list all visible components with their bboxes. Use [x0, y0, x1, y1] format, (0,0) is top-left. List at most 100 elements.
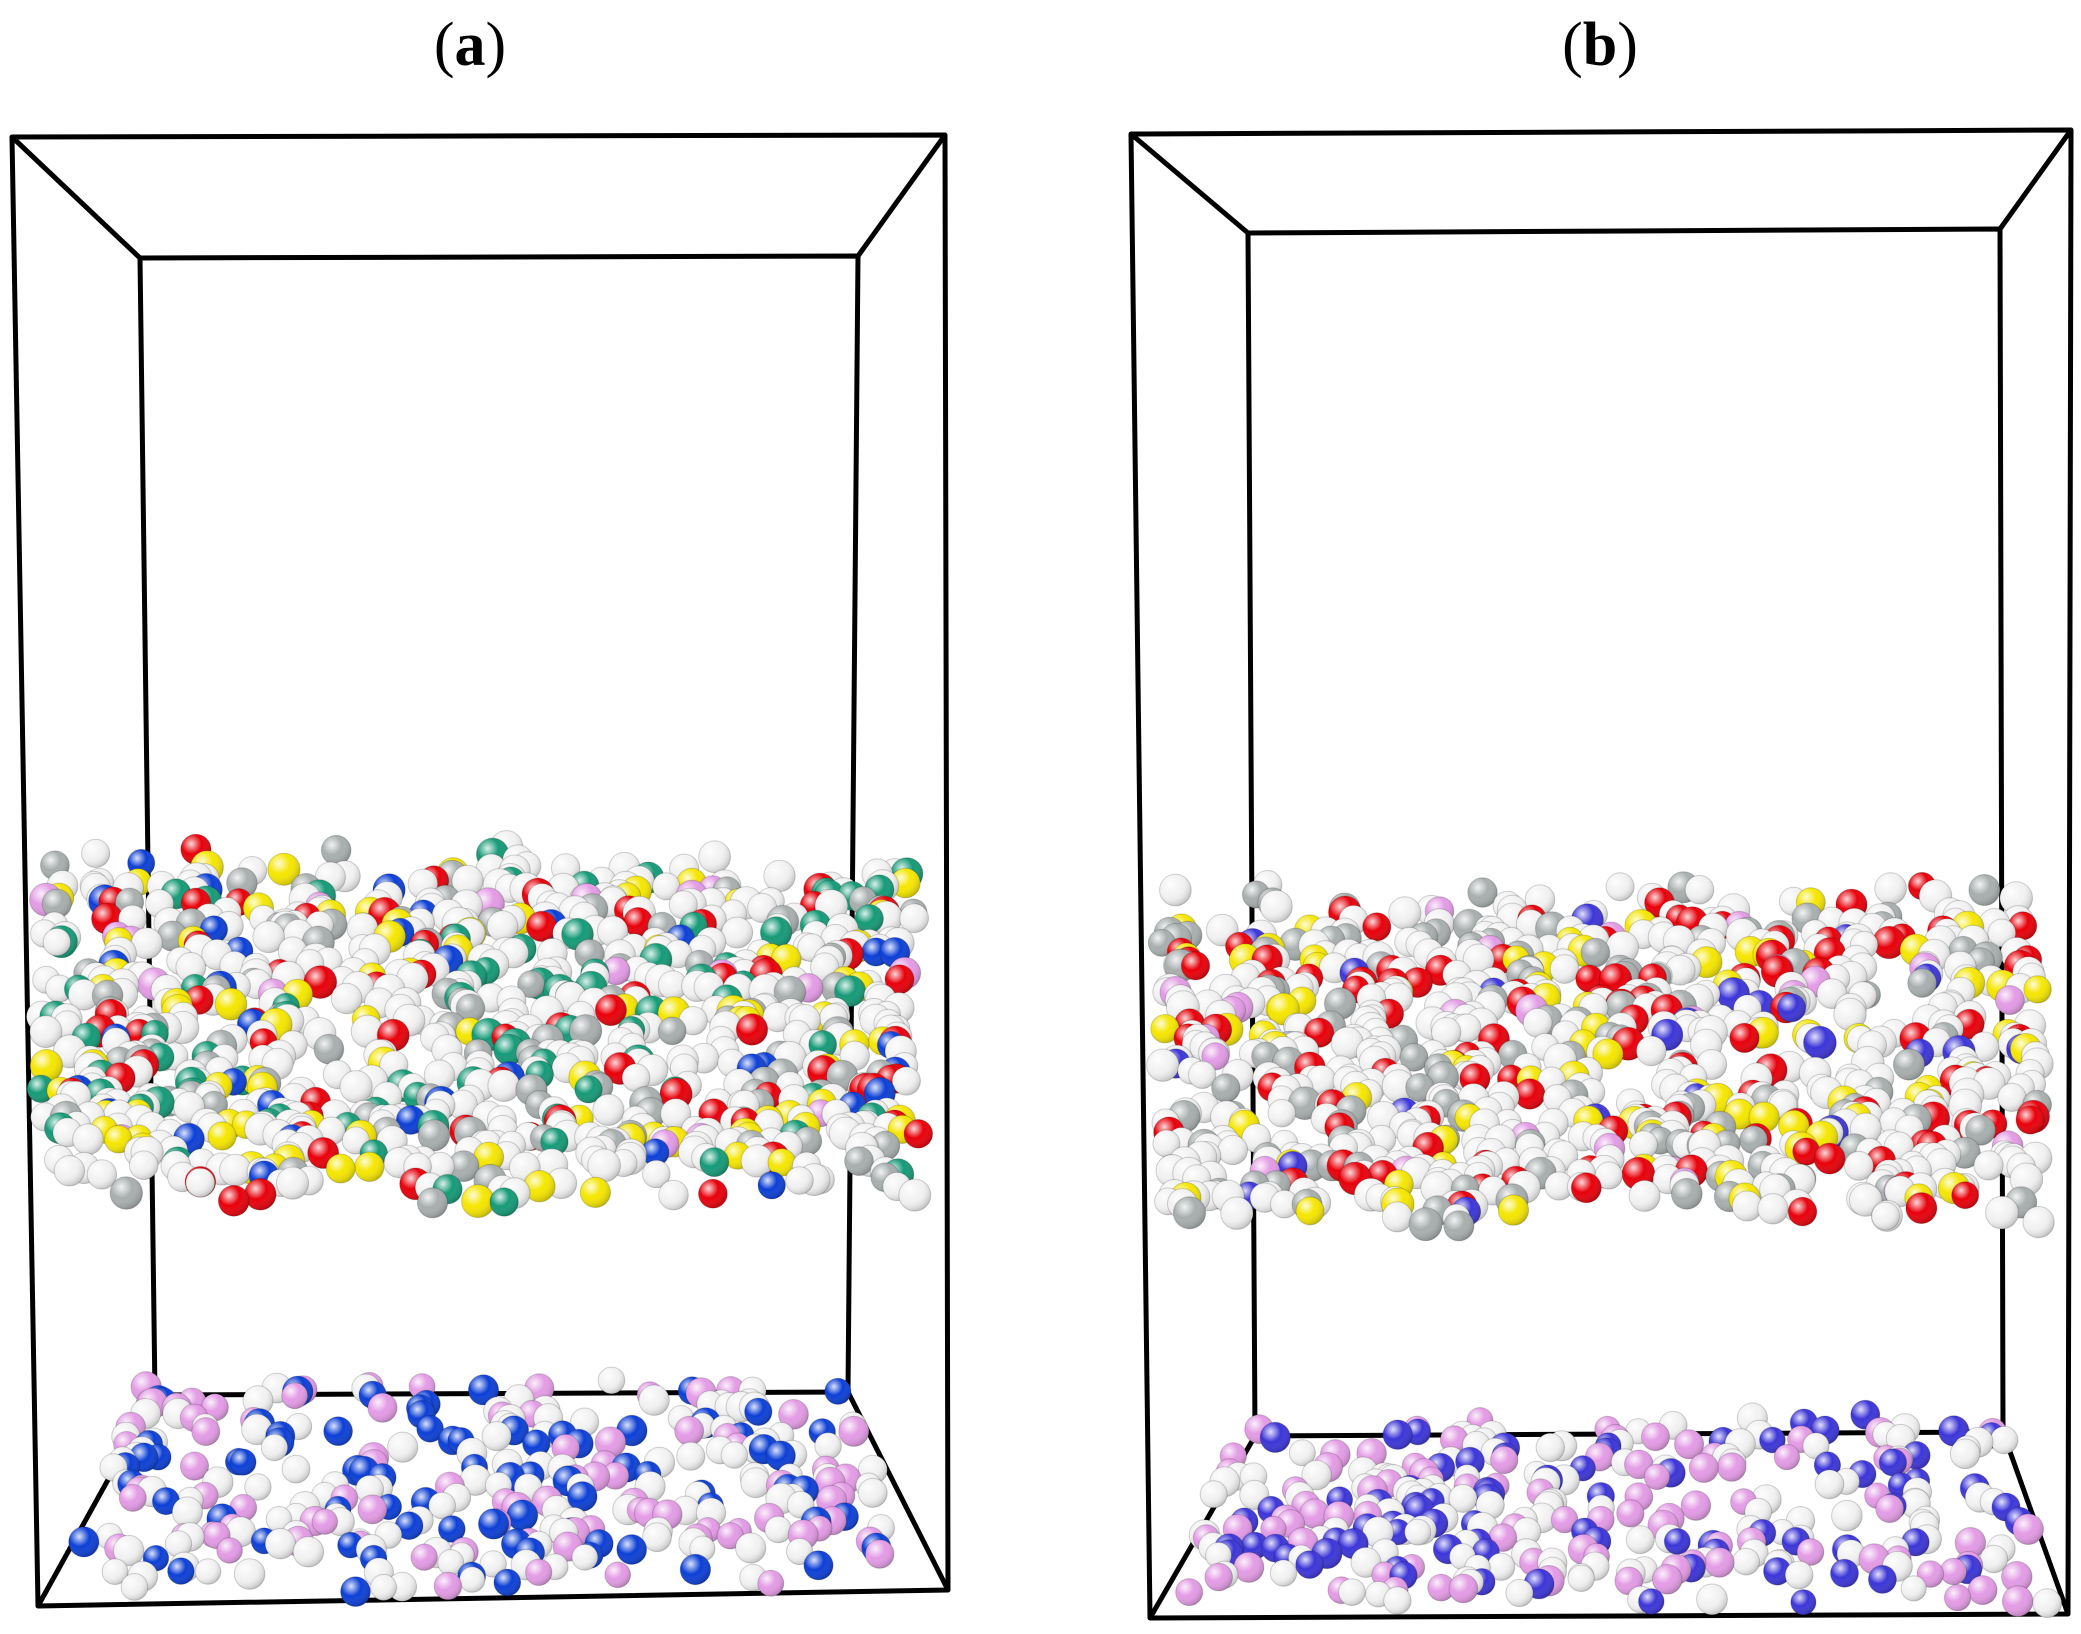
atom-shading	[526, 911, 557, 942]
panel-b-edge-tl	[1129, 132, 1250, 235]
atom-shading	[219, 1154, 252, 1186]
atom-shading	[2012, 1513, 2044, 1545]
atom-shading	[1404, 1519, 1431, 1546]
atom-shading	[43, 928, 71, 956]
atom-shading	[282, 1455, 310, 1483]
panel-a-inner-frame	[137, 253, 861, 1398]
atom-shading	[417, 1187, 448, 1218]
atom-shading	[2023, 975, 2052, 1004]
atom-shading	[803, 1550, 834, 1580]
atom-shading	[1757, 1193, 1789, 1225]
atom-shading	[1968, 874, 2000, 906]
atom-shading	[265, 1528, 296, 1559]
atom-shading	[1536, 1433, 1565, 1462]
atom-shading	[326, 1154, 356, 1183]
atom-shading	[2023, 1206, 2055, 1238]
atom-shading	[638, 1385, 670, 1416]
panel-a-edge-tl	[10, 135, 142, 260]
atom-shading	[72, 1123, 104, 1155]
atom-shading	[1717, 1452, 1746, 1482]
atom-shading	[865, 1539, 894, 1569]
atom-shading	[493, 1569, 521, 1596]
atom-shading	[1505, 1579, 1534, 1607]
atom-shading	[216, 1537, 243, 1564]
atom-shading	[892, 1066, 921, 1096]
atom-shading	[1159, 874, 1192, 906]
atom-shading	[321, 835, 352, 865]
atom-shading	[331, 983, 362, 1014]
atom-shading	[2002, 1585, 2033, 1617]
atom-shading	[487, 1069, 520, 1102]
atom-shading	[676, 1442, 705, 1471]
atom-shading	[1173, 1196, 1206, 1229]
atom-shading	[1689, 1453, 1719, 1483]
panel-a-organic-layer	[26, 830, 934, 1219]
atom-shading	[252, 921, 285, 953]
atom-shading	[68, 979, 100, 1011]
atom-shading	[1233, 1552, 1264, 1583]
atom-shading	[293, 1536, 324, 1568]
atom-shading	[354, 1152, 385, 1182]
atom-shading	[1270, 1559, 1297, 1587]
atom-shading	[1296, 1196, 1324, 1225]
atom-shading	[411, 1544, 438, 1571]
atom-shading	[899, 903, 929, 933]
atom-shading	[131, 927, 163, 959]
atom-shading	[1871, 1202, 1900, 1230]
atom-shading	[1951, 1181, 1979, 1209]
atom-shading	[838, 1416, 869, 1447]
atom-shading	[844, 1146, 874, 1176]
atom-shading	[482, 1421, 512, 1451]
atom-shading	[735, 1532, 766, 1564]
atom-shading	[890, 868, 921, 898]
atom-shading	[195, 1558, 221, 1585]
atom-shading	[121, 1573, 148, 1601]
atom-shading	[1204, 1563, 1233, 1591]
atom-shading	[1830, 1559, 1859, 1588]
atom-shading	[762, 1002, 793, 1032]
atom-shading	[824, 1378, 852, 1405]
atom-shading	[1985, 1196, 2019, 1229]
atom-shading	[370, 1574, 397, 1601]
atom-shading	[1664, 1528, 1691, 1555]
atom-shading	[1523, 1008, 1553, 1038]
atom-shading	[904, 1119, 933, 1149]
atom-shading	[1788, 1197, 1817, 1226]
atom-shading	[1732, 1548, 1760, 1575]
atom-shading	[1295, 1550, 1324, 1579]
atom-shading	[1146, 1049, 1180, 1082]
atom-shading	[312, 1509, 338, 1535]
panel-a-edge-tr	[855, 133, 948, 258]
panel-b-edge-tr	[1997, 128, 2074, 231]
atom-shading	[1641, 1422, 1670, 1451]
atom-shading	[652, 872, 680, 900]
atom-shading	[1629, 1180, 1661, 1212]
atom-shading	[757, 1570, 784, 1597]
atom-shading	[1995, 985, 2025, 1015]
panel-a-substrate-layer	[68, 1366, 895, 1607]
panel-b-open: (	[1562, 11, 1583, 79]
atom-shading	[1606, 872, 1635, 901]
atom-shading	[1581, 938, 1610, 967]
atom-shading	[244, 1178, 277, 1211]
atom-shading	[1868, 1565, 1897, 1594]
atom-shading	[1944, 1584, 1971, 1611]
atom-shading	[54, 1155, 85, 1187]
atom-shading	[1990, 1426, 2018, 1454]
atom-shading	[699, 1147, 729, 1177]
atom-shading	[1831, 1500, 1863, 1531]
atom-shading	[721, 917, 753, 949]
atom-shading	[680, 1554, 711, 1585]
atom-shading	[669, 890, 698, 919]
atom-shading	[658, 1017, 687, 1045]
atom-shading	[763, 860, 796, 892]
atom-shading	[1814, 1143, 1846, 1175]
atom-shading	[1950, 1439, 1980, 1469]
atom-shading	[1498, 1194, 1529, 1226]
atom-shading	[517, 970, 545, 998]
atom-shading	[1467, 877, 1498, 908]
atom-shading	[351, 1015, 384, 1048]
atom-shading	[489, 1187, 519, 1217]
atom-shading	[129, 1150, 158, 1180]
atom-shading	[698, 1179, 728, 1209]
